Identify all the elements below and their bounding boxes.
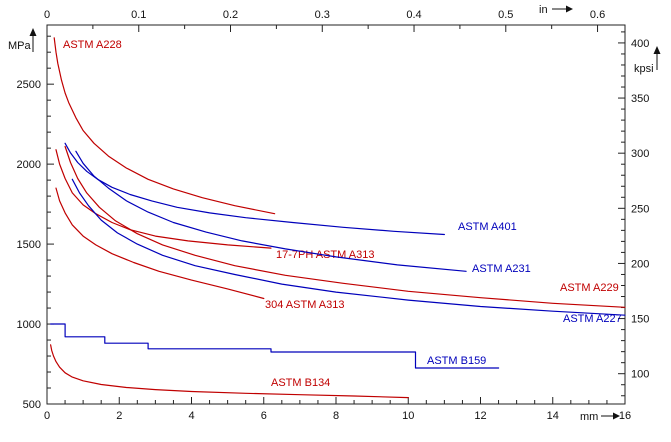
right-tick-label: 400 (631, 38, 649, 50)
series-label-astm-a227: ASTM A227 (563, 313, 622, 325)
top-tick-label: 0.1 (131, 9, 146, 21)
bottom-tick-label: 16 (619, 410, 631, 422)
right-tick-label: 250 (631, 203, 649, 215)
series-label-304-astm-a313: 304 ASTM A313 (265, 299, 345, 311)
series-astm-a231 (75, 150, 467, 272)
bottom-tick-label: 6 (261, 410, 267, 422)
axis-ticks (46, 25, 626, 405)
series-17-7ph-astm-a313 (55, 149, 272, 249)
top-tick-label: 0.4 (406, 9, 421, 21)
series-label-astm-a229: ASTM A229 (560, 282, 619, 294)
bottom-tick-label: 0 (44, 410, 50, 422)
series-label-astm-a401: ASTM A401 (458, 221, 517, 233)
bottom-tick-label: 8 (333, 410, 339, 422)
series-astm-b159 (49, 323, 500, 369)
top-tick-label: 0 (44, 9, 50, 21)
in-axis-right-arrow-icon (552, 5, 573, 13)
bottom-tick-label: 12 (474, 410, 486, 422)
bottom-tick-label: 4 (188, 410, 194, 422)
top-tick-label: 0.5 (498, 9, 513, 21)
right-tick-label: 200 (631, 258, 649, 270)
right-tick-label: 300 (631, 148, 649, 160)
series-astm-a227 (71, 178, 626, 316)
series-astm-b134 (49, 344, 409, 399)
left-tick-label: 2500 (17, 79, 41, 91)
left-tick-label: 1000 (17, 319, 41, 331)
plot-frame (46, 24, 626, 405)
top-axis-unit-label: in (539, 4, 548, 16)
series-label-astm-b134: ASTM B134 (271, 377, 330, 389)
series-label-astm-b159: ASTM B159 (427, 355, 486, 367)
series-label-astm-a228: ASTM A228 (63, 39, 122, 51)
bottom-tick-label: 10 (402, 410, 414, 422)
chart-dynamic-layer: 0 2 4 6 8 10 12 14 16 0 0.1 0.2 0.3 0.4 0.5 0.6 2500 2000… (17, 9, 650, 422)
series-astm-a228 (53, 37, 276, 215)
series-astm-a229 (64, 145, 626, 308)
bottom-axis-unit-label: mm (580, 411, 598, 423)
left-axis-unit-label: MPa (8, 40, 32, 52)
series-304-astm-a313 (55, 187, 265, 300)
top-tick-label: 0.3 (315, 9, 330, 21)
left-tick-label: 500 (23, 399, 41, 411)
right-tick-label: 150 (631, 314, 649, 326)
right-tick-label: 350 (631, 93, 649, 105)
bottom-tick-label: 14 (547, 410, 559, 422)
series-label-astm-a231: ASTM A231 (472, 263, 531, 275)
top-tick-label: 0.2 (223, 9, 238, 21)
left-tick-label: 2000 (17, 159, 41, 171)
right-axis-unit-label: kpsi (634, 63, 654, 75)
mpa-axis-up-arrow-icon (29, 28, 37, 52)
kpsi-axis-up-arrow-icon (653, 46, 661, 70)
bottom-tick-label: 2 (116, 410, 122, 422)
right-tick-label: 100 (631, 369, 649, 381)
left-tick-label: 1500 (17, 239, 41, 251)
top-tick-label: 0.6 (590, 9, 605, 21)
mm-axis-right-arrow-icon (601, 412, 620, 420)
axis-tick-labels: 0 2 4 6 8 10 12 14 16 0 0.1 0.2 0.3 0.4 0.5 0.6 2500 2000… (17, 9, 650, 422)
series-astm-a401 (64, 142, 445, 236)
